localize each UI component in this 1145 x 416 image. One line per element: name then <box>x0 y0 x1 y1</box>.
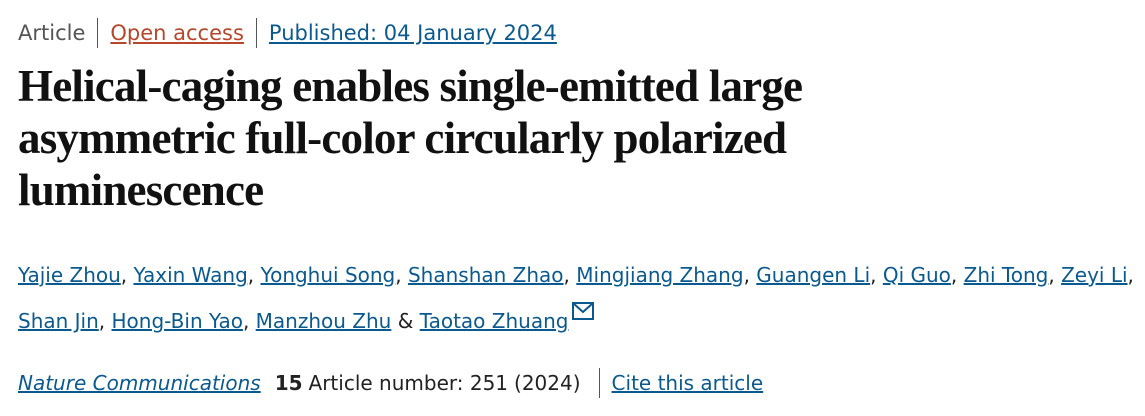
cite-link[interactable]: Cite this article <box>611 371 764 395</box>
journal-link[interactable]: Nature Communications <box>18 371 261 395</box>
author-link[interactable]: Guangen Li <box>756 263 871 287</box>
title: Helical-caging enables single-emitted la… <box>18 61 803 215</box>
author-separator: , <box>1048 263 1055 287</box>
author-separator: , <box>242 309 250 333</box>
volume: 15 <box>274 371 303 395</box>
author-link[interactable]: Shan Jin <box>18 309 99 333</box>
author-list: Yajie Zhou, Yaxin Wang, Yonghui Song, Sh… <box>18 252 1138 344</box>
author-link[interactable]: Yaxin Wang <box>133 263 248 287</box>
email-icon[interactable] <box>572 302 595 320</box>
meta-line: Article Open access Published: 04 Januar… <box>18 18 557 48</box>
author-separator: , <box>870 263 877 287</box>
author-link[interactable]: Zhi Tong <box>963 263 1049 287</box>
author-link[interactable]: Taotao Zhuang <box>419 309 569 333</box>
divider <box>97 18 99 48</box>
author-conjunction: & <box>397 309 414 333</box>
article-type: Article <box>18 21 86 45</box>
author-link[interactable]: Mingjiang Zhang <box>576 263 744 287</box>
article-number: Article number: 251 <box>308 371 509 395</box>
author-link[interactable]: Manzhou Zhu <box>255 309 392 333</box>
divider <box>255 18 257 48</box>
author-separator: , <box>395 263 402 287</box>
open-access-link[interactable]: Open access <box>110 21 244 45</box>
author-link[interactable]: Hong-Bin Yao <box>111 309 243 333</box>
divider <box>598 368 600 398</box>
author-separator: , <box>247 263 255 287</box>
author-link[interactable]: Yonghui Song <box>260 263 396 287</box>
author-link[interactable]: Shanshan Zhao <box>407 263 564 287</box>
year: (2024) <box>514 371 581 395</box>
author-link[interactable]: Qi Guo <box>882 263 951 287</box>
author-separator: , <box>120 263 128 287</box>
author-separator: , <box>950 263 958 287</box>
author-separator: , <box>98 309 106 333</box>
author-separator: , <box>563 263 570 287</box>
published-date[interactable]: Published: 04 January 2024 <box>268 21 557 45</box>
author-separator: , <box>1127 263 1134 287</box>
author-link[interactable]: Yajie Zhou <box>18 263 121 287</box>
author-link[interactable]: Zeyi Li <box>1061 263 1128 287</box>
citation-line: Nature Communications 15 Article number:… <box>18 368 763 398</box>
author-separator: , <box>743 263 750 287</box>
